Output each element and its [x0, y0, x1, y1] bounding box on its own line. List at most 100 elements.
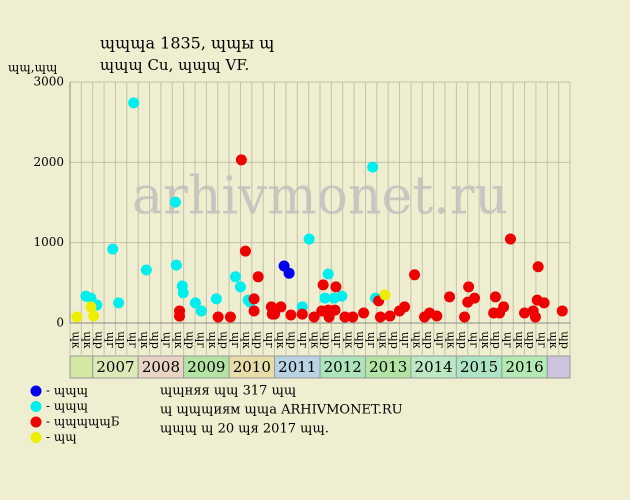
chart-title: ɰɰɰа 1835, ɰɰы ɰ: [100, 34, 274, 53]
point: [275, 301, 287, 313]
legend-label: - ɰɰ: [46, 430, 77, 444]
y-tick-label: 1000: [33, 235, 64, 249]
x-tick-label: ɰг: [502, 332, 515, 348]
x-tick-label: ɰр: [422, 331, 435, 348]
point: [140, 264, 152, 276]
point: [384, 310, 396, 322]
x-tick-label: ɰг: [195, 332, 208, 348]
legend-marker: [30, 416, 42, 428]
legend-label: - ɰɰɰ: [46, 399, 88, 413]
year-label: 2011: [278, 358, 316, 376]
x-tick-label: ɰр: [354, 331, 367, 348]
x-tick-label: ɰр: [320, 331, 333, 348]
point: [234, 281, 246, 293]
point: [210, 293, 222, 305]
x-tick-label: ɰр: [92, 331, 105, 348]
point: [532, 261, 544, 273]
point: [431, 310, 443, 322]
point: [538, 297, 550, 309]
point: [330, 281, 342, 293]
point: [469, 292, 481, 304]
chart-subtitle: ɰɰɰ Cu, ɰɰɰ VF.: [100, 56, 249, 74]
point: [504, 233, 516, 245]
legend-marker: [30, 401, 42, 412]
x-tick-label: ɰг: [399, 332, 412, 348]
x-tick-label: ɰк: [411, 331, 424, 348]
point: [322, 268, 334, 280]
point: [529, 311, 541, 323]
x-tick-label: ɰк: [547, 331, 560, 348]
year-label: 2008: [142, 358, 180, 376]
point: [128, 97, 140, 109]
point: [285, 309, 297, 321]
point: [329, 304, 341, 316]
x-tick-label: ɰк: [240, 331, 253, 348]
x-tick-label: ɰг: [104, 332, 117, 348]
point: [212, 311, 224, 323]
x-tick-label: ɰк: [308, 331, 321, 348]
year-label: 2016: [505, 358, 543, 376]
point: [229, 271, 241, 283]
x-tick-label: ɰк: [342, 331, 355, 348]
note: ɰɰняя ɰɰ 317 ɰɰ: [160, 384, 296, 399]
x-tick-label: ɰг: [536, 332, 549, 348]
x-tick-label: ɰг: [127, 332, 140, 348]
x-tick-label: ɰр: [217, 331, 230, 348]
x-tick-label: ɰк: [274, 331, 287, 348]
point: [317, 279, 329, 291]
point: [399, 301, 411, 313]
x-tick-label: ɰр: [490, 331, 503, 348]
x-tick-label: ɰг: [433, 332, 446, 348]
x-tick-label: ɰг: [161, 332, 174, 348]
x-tick-label: ɰр: [252, 331, 265, 348]
x-tick-label: ɰр: [115, 331, 128, 348]
x-tick-label: ɰр: [524, 331, 537, 348]
point: [107, 243, 119, 255]
y-axis-label: ɰɰ,ɰɰ: [8, 61, 57, 75]
point: [347, 311, 359, 323]
y-tick-label: 2000: [33, 155, 64, 169]
x-tick-label: ɰк: [138, 331, 151, 348]
y-tick-label: 0: [56, 316, 64, 330]
x-tick-label: ɰг: [263, 332, 276, 348]
point: [224, 311, 236, 323]
point: [269, 308, 281, 320]
point: [319, 292, 331, 304]
x-tick-label: ɰр: [183, 331, 196, 348]
point: [248, 293, 260, 305]
x-tick-label: ɰк: [81, 331, 94, 348]
point: [556, 305, 568, 317]
point: [459, 311, 471, 323]
point: [177, 287, 189, 299]
year-label: 2012: [324, 358, 362, 376]
year-label: 2010: [233, 358, 271, 376]
y-tick-label: 3000: [33, 75, 64, 89]
x-tick-label: ɰр: [149, 331, 162, 348]
point: [195, 305, 207, 317]
point: [444, 291, 456, 303]
x-tick-label: ɰк: [479, 331, 492, 348]
point: [303, 233, 315, 245]
x-tick-label: ɰр: [286, 331, 299, 348]
x-tick-label: ɰк: [206, 331, 219, 348]
point: [252, 271, 264, 283]
point: [174, 310, 186, 322]
point: [308, 311, 320, 323]
x-tick-label: ɰр: [456, 331, 469, 348]
x-tick-label: ɰг: [365, 332, 378, 348]
point: [169, 196, 181, 208]
x-tick-label: ɰг: [331, 332, 344, 348]
point: [170, 259, 182, 271]
point: [336, 290, 348, 302]
x-tick-label: ɰг: [467, 332, 480, 348]
point: [374, 311, 386, 323]
legend-marker: [30, 385, 42, 397]
x-tick-label: ɰг: [297, 332, 310, 348]
note: ɰ ɰɰɰиям ɰɰа ARHIVMONET.RU: [160, 403, 403, 418]
legend-label: - ɰɰɰɰɰБ: [46, 415, 120, 429]
year-cell: [69, 355, 94, 379]
point: [358, 307, 370, 319]
point: [379, 289, 391, 301]
year-cell: [546, 355, 571, 379]
